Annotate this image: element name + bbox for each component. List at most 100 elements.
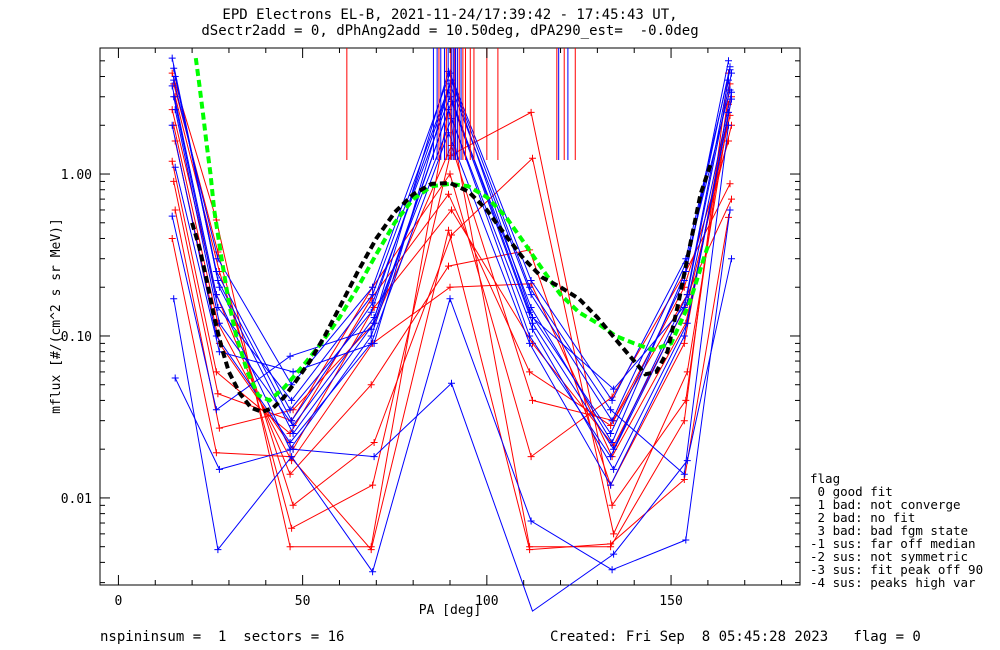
red-profile-point [212,368,220,376]
blue-profile-point [289,445,297,453]
blue-profile-point [286,352,294,360]
red-profile-point [610,530,618,538]
blue-profile-point [288,453,296,461]
blue-profile-point [170,64,178,72]
legend-entry: 1 bad: not converge [810,497,961,512]
blue-profile-point [170,295,178,303]
red-profile-point [608,501,616,509]
x-tick-label: 0 [115,594,123,609]
footer-created: Created: Fri Sep 8 05:45:28 2023 flag = … [550,629,921,645]
blue-profile-point [369,299,377,307]
blue-profile-point [682,536,690,544]
blue-profile-point [725,108,732,116]
blue-profile-point [215,283,223,291]
blue-profile-line [174,258,732,612]
blue-profile-point [212,291,220,299]
legend-entry: -3 sus: fit peak off 90 [810,562,984,577]
blue-profile-point [725,57,732,65]
x-tick-label: 50 [295,594,311,609]
blue-profile-point [607,430,615,437]
blue-profile-point [527,517,535,525]
red-profile-point [214,390,222,398]
blue-profile-point [728,88,735,96]
red-profile-point [168,157,176,165]
rug-marks [346,48,576,160]
blue-profile-point [369,568,377,576]
red-profile-point [288,524,296,532]
red-profile-point [286,543,294,551]
chart-subtitle: dSectr2add = 0, dPhAng2add = 10.50deg, d… [201,23,699,39]
blue-profile-point [607,406,615,414]
x-tick-label: 100 [475,594,498,609]
red-profile-point [526,368,534,376]
blue-profile-point [171,73,179,80]
blue-profile-point [170,76,178,84]
blue-profile-point [215,465,223,473]
red-profile-point [526,546,534,554]
axes: 0 50 100 150 0.01 0.10 1.00 [61,47,800,609]
x-axis-label: PA [deg] [419,603,482,618]
y-tick-label: 0.10 [61,330,92,345]
blue-profile-point [608,417,616,425]
legend-entry: 2 bad: no fit [810,510,916,525]
red-profile-point [448,231,455,239]
red-profile-point [215,424,223,432]
red-profile-point [728,195,735,203]
blue-profile-point [289,430,297,437]
flag-legend: flag 0 good fit 1 bad: not converge 2 ba… [810,472,983,589]
blue-profile-point [168,54,176,62]
blue-profile-point [448,379,455,387]
red-profile-point [446,283,454,291]
blue-profile-point [527,277,535,284]
red-profile-point [370,439,378,446]
red-profile-point [445,226,452,234]
red-profile-point [683,368,691,376]
red-profile-point [680,417,688,425]
legend-entry: 3 bad: bad fgm state [810,523,969,538]
red-profile-point [369,481,377,489]
blue-profile-point [726,206,734,214]
blue-profile-point [168,82,176,90]
red-profile-point [445,262,452,270]
red-profile-point [168,235,176,242]
red-profile-line [174,96,732,536]
red-profile-point [170,177,178,185]
legend-entry: 0 good fit [810,484,893,499]
blue-profile-point [608,396,616,404]
y-axis-label: mflux [#/(cm^2 s sr MeV)] [49,218,64,414]
red-profile-point [212,449,220,457]
red-profile-point [527,108,535,116]
red-profile-point [214,248,222,256]
blue-profile-point [728,255,735,263]
green-fit-curve [193,57,710,403]
blue-profile-point [370,453,378,461]
blue-profile-point [608,566,616,574]
red-profile-point [446,170,454,178]
red-profile-line [171,104,729,487]
y-tick-label: 1.00 [61,168,92,183]
blue-profile-point [367,308,375,316]
blue-profile-point [289,422,297,429]
blue-profile-point [610,550,618,558]
legend-entry: -2 sus: not symmetric [810,549,969,564]
fit-curves [190,57,714,415]
blue-profile-point [527,291,535,299]
x-tick-label: 150 [659,594,682,609]
red-profile-point [445,190,452,198]
red-profile-point [367,381,375,389]
blue-profile-point [680,470,688,478]
blue-profile-point [683,457,691,465]
red-profile-point [448,206,455,214]
red-profile-point [289,501,297,509]
blue-profile-point [526,339,534,347]
blue-profile-point [726,66,734,74]
blue-profile-point [446,295,454,303]
blue-profile-point [526,283,534,291]
red-profile-point [726,180,734,188]
blue-profile-point [288,396,296,404]
blue-profile-point [171,374,179,382]
blue-profile-point [214,304,222,311]
blue-profile-point [369,291,377,299]
blue-profile-point [370,339,378,347]
